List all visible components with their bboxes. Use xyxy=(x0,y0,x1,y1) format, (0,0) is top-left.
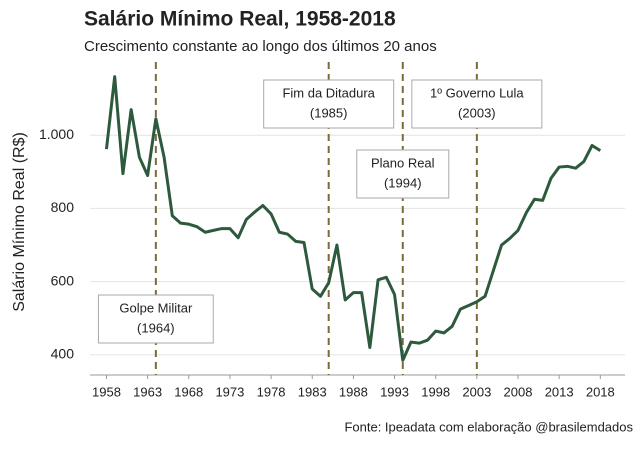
annotation-box xyxy=(411,79,543,129)
x-tick-label: 1958 xyxy=(92,384,121,399)
annotation-box xyxy=(97,294,214,344)
annotation-box xyxy=(356,149,450,199)
x-tick-label: 1973 xyxy=(215,384,244,399)
chart-subtitle: Crescimento constante ao longo dos últim… xyxy=(84,38,437,55)
annotation-text: Plano Real xyxy=(371,155,435,170)
x-tick-label: 1993 xyxy=(380,384,409,399)
x-tick-label: 2013 xyxy=(545,384,574,399)
x-tick-label: 2018 xyxy=(586,384,615,399)
annotation-text: Golpe Militar xyxy=(119,300,193,315)
annotation-box xyxy=(263,79,395,129)
y-tick-label: 800 xyxy=(51,199,75,215)
annotation-text: 1º Governo Lula xyxy=(430,85,524,100)
annotation-text: (1985) xyxy=(310,105,348,120)
x-tick-label: 1988 xyxy=(339,384,368,399)
x-tick-label: 1963 xyxy=(133,384,162,399)
x-tick-label: 1983 xyxy=(298,384,327,399)
y-tick-label: 400 xyxy=(51,346,75,362)
x-tick-label: 2003 xyxy=(462,384,491,399)
x-tick-label: 1968 xyxy=(174,384,203,399)
y-axis-label: Salário Mínimo Real (R$) xyxy=(11,132,28,312)
x-tick-label: 2008 xyxy=(504,384,533,399)
annotation-text: (1994) xyxy=(384,175,422,190)
x-tick-label: 1978 xyxy=(257,384,286,399)
x-tick-label: 1998 xyxy=(421,384,450,399)
series-line xyxy=(104,75,602,362)
annotation-text: (1964) xyxy=(137,320,175,335)
chart-title: Salário Mínimo Real, 1958-2018 xyxy=(84,8,396,31)
y-tick-label: 600 xyxy=(51,272,75,288)
annotation-text: (2003) xyxy=(458,105,496,120)
y-tick-label: 1.000 xyxy=(39,126,74,142)
source: Fonte: Ipeadata com elaboração @brasilem… xyxy=(344,419,633,434)
annotation-text: Fim da Ditadura xyxy=(282,85,375,100)
